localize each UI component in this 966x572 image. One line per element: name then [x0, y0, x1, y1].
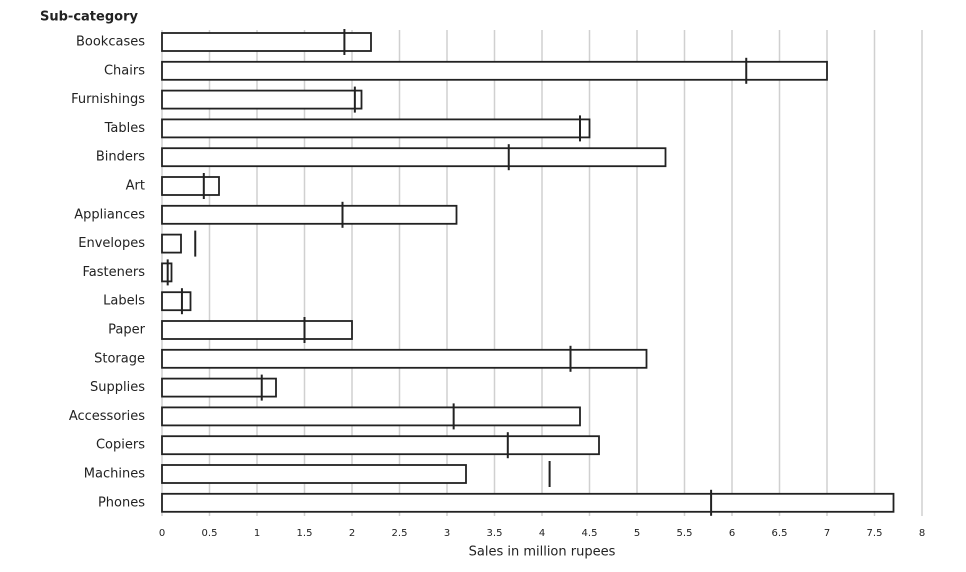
bar: [161, 60, 828, 81]
y-tick-label: Tables: [104, 121, 146, 136]
bar: [161, 492, 895, 513]
bar: [161, 291, 192, 312]
y-tick-label: Bookcases: [76, 35, 145, 50]
x-tick-label: 7: [824, 528, 830, 539]
bar: [161, 377, 277, 398]
x-tick-label: 1: [254, 528, 260, 539]
x-tick-label: 1.5: [297, 528, 313, 539]
y-tick-label: Envelopes: [78, 236, 145, 251]
x-tick-label: 7.5: [867, 528, 883, 539]
x-tick-label: 6.5: [772, 528, 788, 539]
bar: [161, 89, 363, 110]
x-axis-title: Sales in million rupees: [469, 545, 616, 560]
bar: [161, 233, 182, 254]
y-tick-label: Labels: [103, 294, 145, 309]
y-tick-label: Binders: [96, 150, 145, 165]
y-axis-title: Sub-category: [40, 10, 138, 25]
bar: [161, 320, 353, 340]
bar: [161, 32, 372, 52]
bar: [161, 348, 648, 369]
y-tick-label: Chairs: [104, 63, 145, 78]
x-tick-label: 5.5: [677, 528, 693, 539]
x-tick-label: 2: [349, 528, 355, 539]
y-tick-label: Supplies: [90, 380, 145, 395]
bar: [161, 464, 467, 484]
y-tick-label: Storage: [94, 351, 145, 366]
y-tick-label: Paper: [108, 323, 145, 338]
y-tick-label: Fasteners: [83, 265, 146, 280]
y-tick-label: Machines: [84, 467, 145, 482]
y-tick-label: Appliances: [74, 207, 145, 222]
y-tick-label: Phones: [98, 495, 145, 510]
x-tick-label: 3.5: [487, 528, 503, 539]
y-tick-label: Art: [126, 179, 145, 194]
x-tick-label: 0.5: [202, 528, 218, 539]
bar: [161, 435, 600, 456]
x-tick-label: 6: [729, 528, 735, 539]
x-tick-label: 2.5: [392, 528, 408, 539]
bar: [161, 147, 667, 168]
x-tick-label: 3: [444, 528, 450, 539]
bar: [161, 118, 591, 139]
x-tick-label: 4.5: [582, 528, 598, 539]
y-tick-label: Furnishings: [71, 92, 145, 107]
x-tick-label: 0: [159, 528, 165, 539]
x-tick-label: 8: [919, 528, 925, 539]
y-tick-label: Copiers: [96, 438, 145, 453]
bar: [161, 176, 220, 196]
x-tick-label: 5: [634, 528, 640, 539]
y-tick-label: Accessories: [69, 409, 145, 424]
x-tick-label: 4: [539, 528, 545, 539]
bar: [161, 406, 581, 427]
bar: [161, 204, 458, 225]
